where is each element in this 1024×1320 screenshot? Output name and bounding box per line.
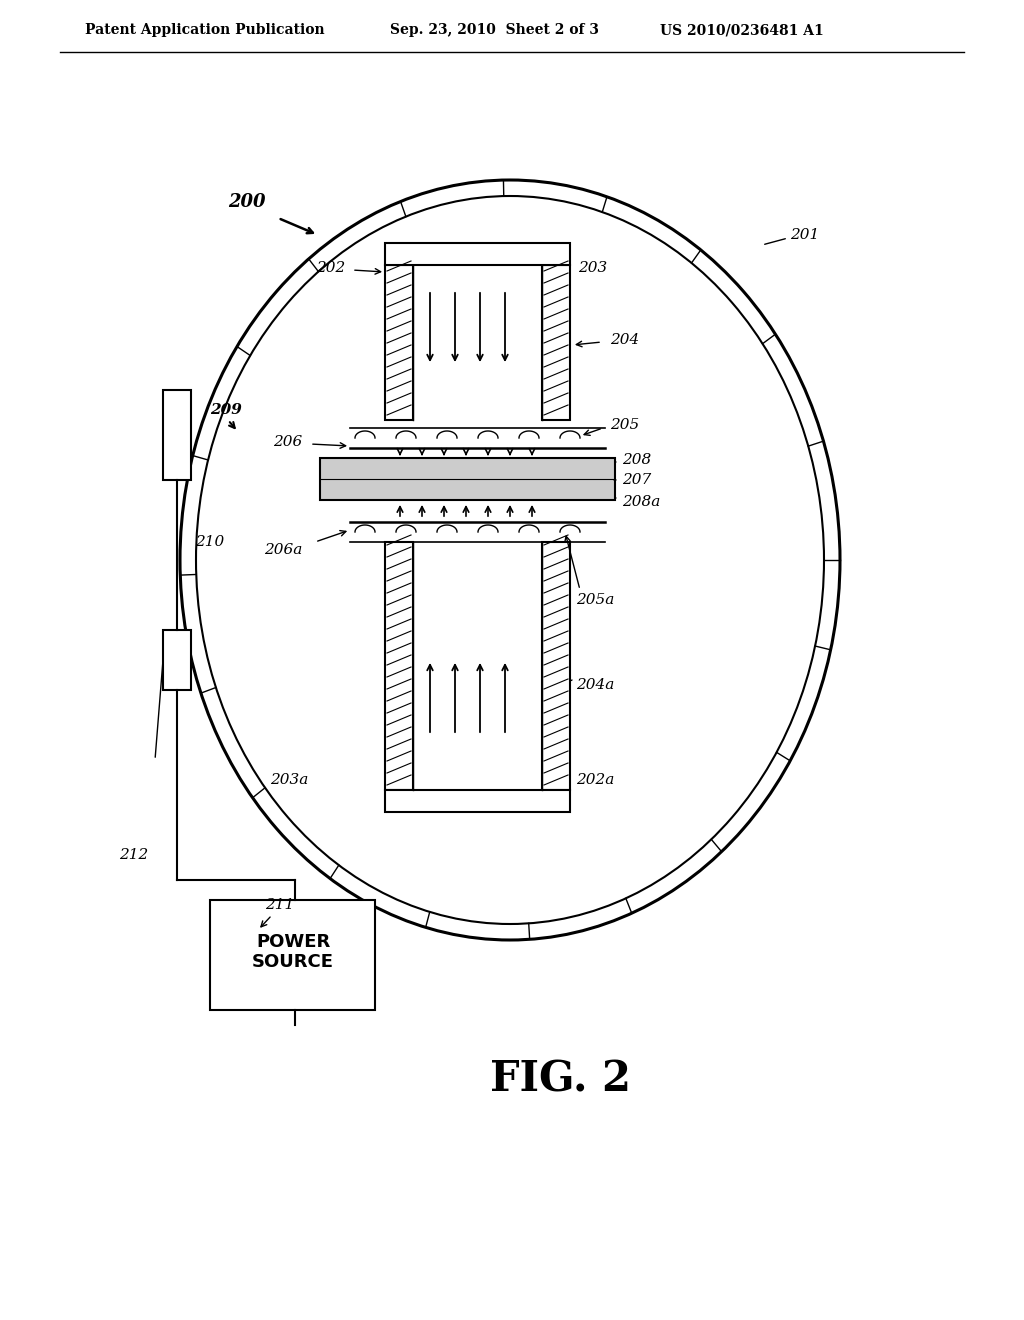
Text: 203a: 203a (269, 774, 308, 787)
Text: 209: 209 (210, 403, 242, 417)
Text: 202a: 202a (575, 774, 614, 787)
Text: 203: 203 (578, 261, 607, 275)
Text: 212: 212 (119, 847, 148, 862)
Bar (163, 389, 191, 480)
Text: 205a: 205a (575, 593, 614, 607)
Text: 205: 205 (610, 418, 639, 432)
Bar (385, 543, 413, 789)
Text: 206a: 206a (263, 543, 302, 557)
Bar (385, 789, 570, 812)
Text: 204a: 204a (575, 678, 614, 692)
Text: 200: 200 (228, 193, 265, 211)
Text: US 2010/0236481 A1: US 2010/0236481 A1 (660, 22, 823, 37)
Bar (385, 265, 413, 420)
Bar (319, 458, 615, 500)
Text: 211: 211 (265, 898, 294, 912)
Text: Sep. 23, 2010  Sheet 2 of 3: Sep. 23, 2010 Sheet 2 of 3 (390, 22, 599, 37)
Bar (385, 243, 570, 265)
Bar (163, 630, 191, 690)
Text: 207: 207 (622, 473, 651, 487)
Text: 208a: 208a (622, 495, 660, 510)
Bar (542, 265, 570, 420)
Text: FIG. 2: FIG. 2 (489, 1059, 631, 1101)
Text: 206: 206 (272, 436, 302, 449)
Text: POWER
SOURCE: POWER SOURCE (252, 933, 334, 972)
Bar (542, 543, 570, 789)
Text: 204: 204 (610, 333, 639, 347)
Text: 210: 210 (195, 535, 224, 549)
Text: 208: 208 (622, 453, 651, 467)
Text: 201: 201 (790, 228, 819, 242)
Text: Patent Application Publication: Patent Application Publication (85, 22, 325, 37)
Text: 202: 202 (315, 261, 345, 275)
Bar (210, 900, 375, 1010)
